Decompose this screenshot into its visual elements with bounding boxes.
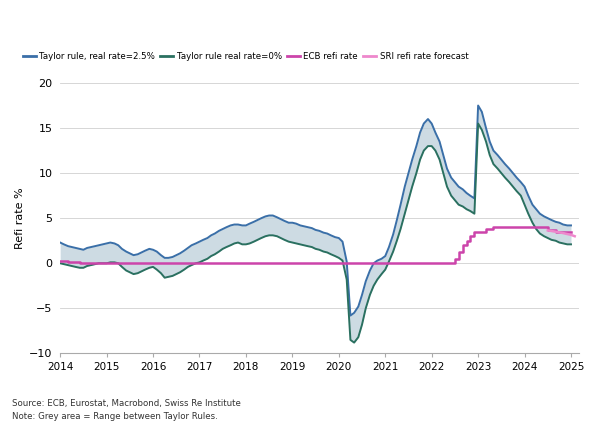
Y-axis label: Refi rate %: Refi rate % [15, 187, 25, 249]
Legend: Taylor rule, real rate=2.5%, Taylor rule real rate=0%, ECB refi rate, SRI refi r: Taylor rule, real rate=2.5%, Taylor rule… [23, 52, 469, 61]
Text: Source: ECB, Eurostat, Macrobond, Swiss Re Institute
Note: Grey area = Range bet: Source: ECB, Eurostat, Macrobond, Swiss … [12, 399, 241, 421]
